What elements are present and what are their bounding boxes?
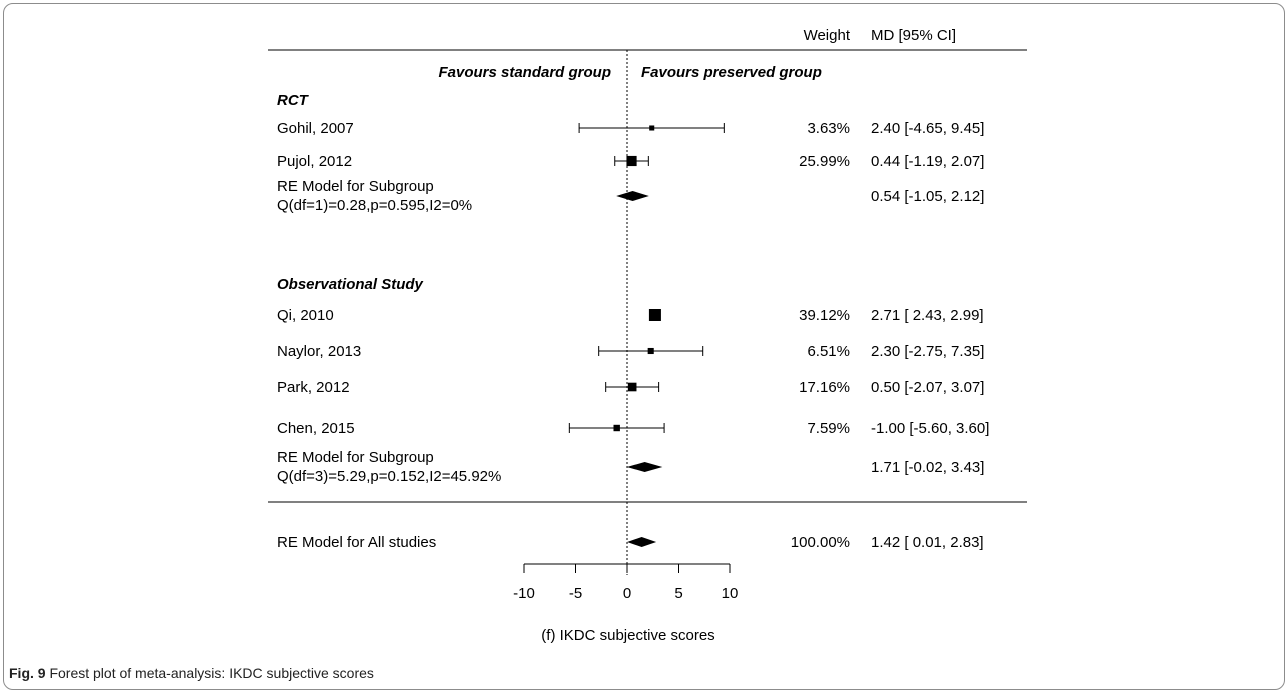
x-axis-label: (f) IKDC subjective scores xyxy=(541,627,714,644)
summary-label: RE Model for Subgroup xyxy=(277,178,434,195)
figure-caption-text: Forest plot of meta-analysis: IKDC subje… xyxy=(45,665,374,681)
summary-label: RE Model for Subgroup xyxy=(277,449,434,466)
ci-value: 2.30 [-2.75, 7.35] xyxy=(871,343,984,360)
figure-frame xyxy=(3,3,1285,690)
favours-left-label: Favours standard group xyxy=(438,64,611,81)
ci-value: 2.71 [ 2.43, 2.99] xyxy=(871,307,984,324)
ci-value: -1.00 [-5.60, 3.60] xyxy=(871,420,989,437)
study-label: Gohil, 2007 xyxy=(277,120,354,137)
point-estimate xyxy=(647,347,654,355)
x-tick-label: -5 xyxy=(569,585,582,602)
weight-value: 25.99% xyxy=(799,153,850,170)
point-estimate xyxy=(627,382,637,392)
ci-value: 2.40 [-4.65, 9.45] xyxy=(871,120,984,137)
group-label: RCT xyxy=(277,92,310,109)
study-label: Chen, 2015 xyxy=(277,420,355,437)
ci-value: 0.50 [-2.07, 3.07] xyxy=(871,379,984,396)
study-label: Park, 2012 xyxy=(277,379,350,396)
summary-diamond xyxy=(627,537,657,547)
favours-right-label: Favours preserved group xyxy=(641,64,822,81)
study-label: Naylor, 2013 xyxy=(277,343,361,360)
ci-value: 0.44 [-1.19, 2.07] xyxy=(871,153,984,170)
study-label: Qi, 2010 xyxy=(277,307,334,324)
group-label: Observational Study xyxy=(277,276,424,293)
estimate-header: MD [95% CI] xyxy=(871,27,956,44)
point-estimate xyxy=(613,424,620,432)
summary-stats: Q(df=1)=0.28,p=0.595,I2=0% xyxy=(277,197,472,214)
ci-value: 0.54 [-1.05, 2.12] xyxy=(871,188,984,205)
weight-value: 3.63% xyxy=(807,120,850,137)
figure-label: Fig. 9 xyxy=(9,665,46,681)
weight-value: 7.59% xyxy=(807,420,850,437)
x-tick-label: 10 xyxy=(722,585,739,602)
ci-value: 1.71 [-0.02, 3.43] xyxy=(871,459,984,476)
x-tick-label: 0 xyxy=(623,585,631,602)
weight-value: 6.51% xyxy=(807,343,850,360)
x-tick-label: -10 xyxy=(513,585,535,602)
point-estimate xyxy=(649,125,655,131)
ci-value: 1.42 [ 0.01, 2.83] xyxy=(871,534,984,551)
weight-value: 39.12% xyxy=(799,307,850,324)
study-label: Pujol, 2012 xyxy=(277,153,352,170)
summary-stats: Q(df=3)=5.29,p=0.152,I2=45.92% xyxy=(277,468,501,485)
x-tick-label: 5 xyxy=(674,585,682,602)
point-estimate xyxy=(648,309,661,321)
summary-diamond xyxy=(626,462,663,472)
overall-label: RE Model for All studies xyxy=(277,534,436,551)
weight-value: 17.16% xyxy=(799,379,850,396)
summary-diamond xyxy=(616,191,649,201)
weight-header: Weight xyxy=(804,27,851,44)
point-estimate xyxy=(626,155,637,167)
figure-caption: Fig. 9 Forest plot of meta-analysis: IKD… xyxy=(9,665,374,681)
weight-value: 100.00% xyxy=(791,534,850,551)
